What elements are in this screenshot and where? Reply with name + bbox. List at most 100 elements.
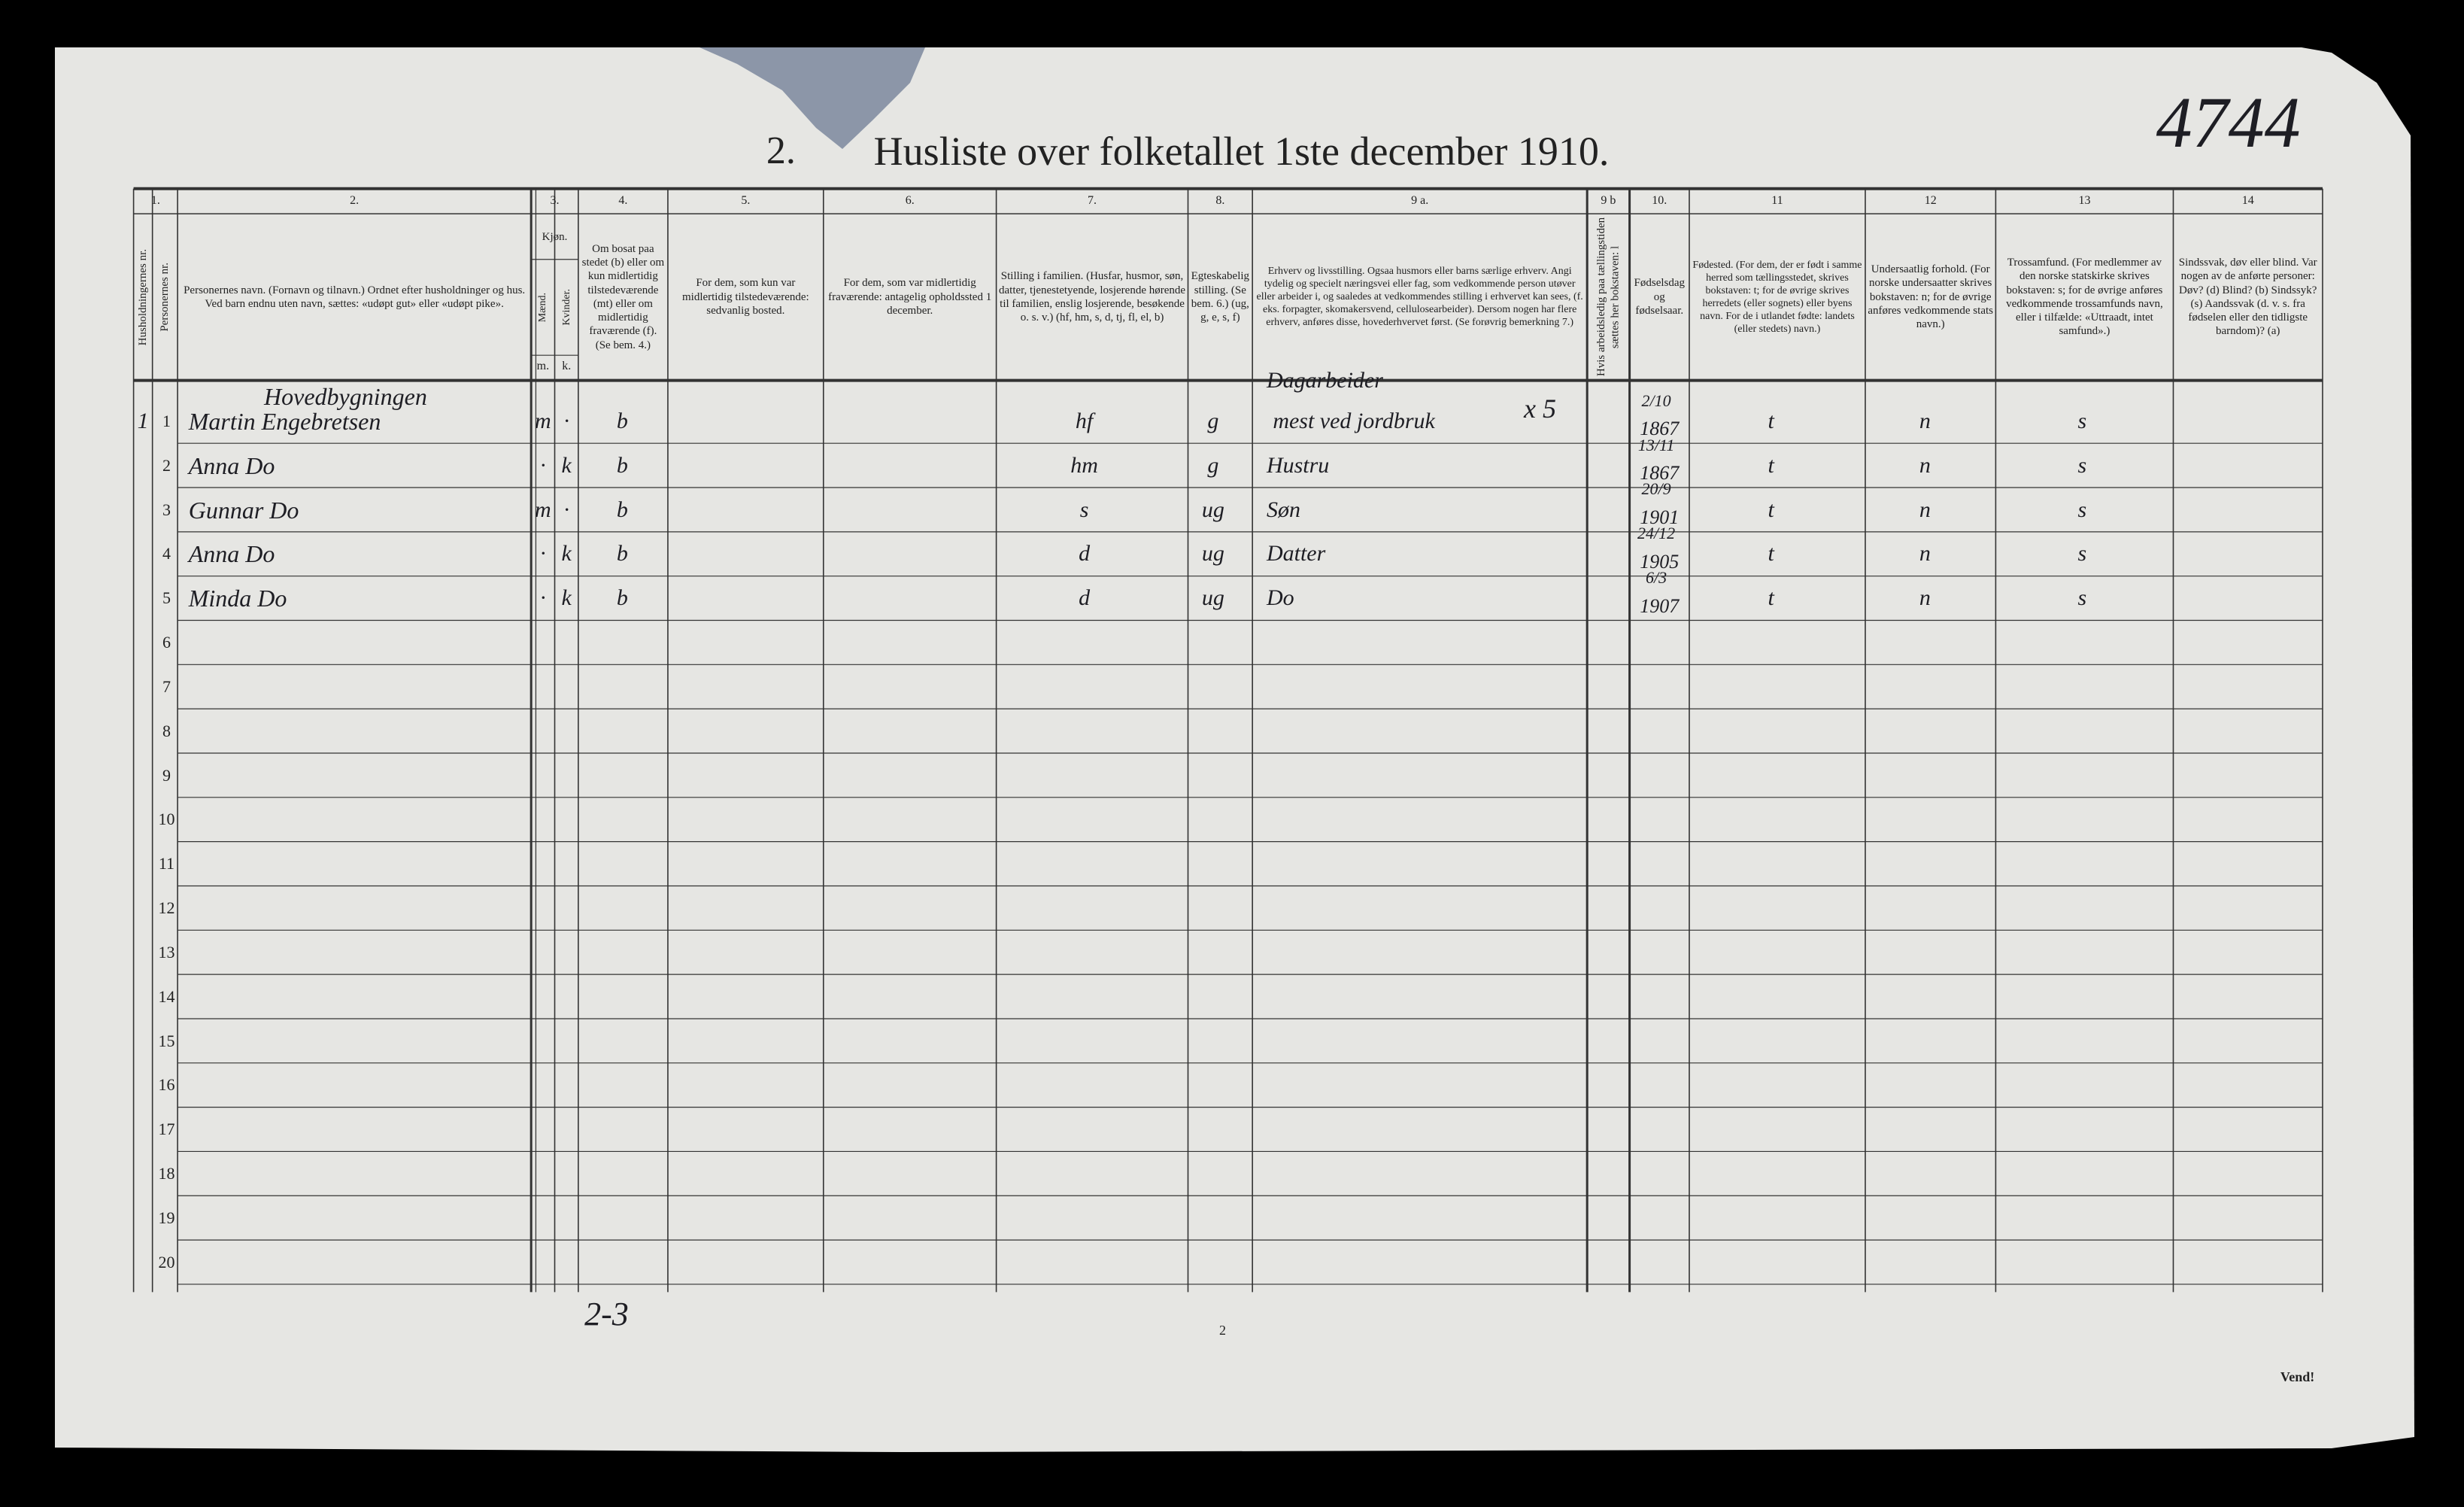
row-number: 3 (162, 500, 171, 519)
residence: b (616, 408, 628, 433)
sex-subheader-text: Kvinder. (560, 289, 572, 326)
header-cell: Sindssvak, døv eller blind. Var nogen av… (2175, 217, 2320, 377)
occupation: Datter (1266, 541, 1326, 567)
citizenship: n (1919, 541, 1931, 567)
row-number: 7 (162, 676, 171, 696)
row-number: 2 (162, 455, 171, 475)
birth-date: 2/10 (1641, 390, 1671, 410)
column-number: 1. (150, 194, 160, 208)
m: m (535, 408, 551, 433)
margin-note: x 5 (1524, 393, 1556, 424)
k: · (563, 497, 569, 522)
form-number: 2. (766, 129, 796, 172)
turn-note: Vend! (2280, 1369, 2315, 1385)
sex-subheader: Mænd. (533, 261, 552, 354)
row-number: 9 (162, 765, 171, 785)
row-number: 5 (162, 588, 171, 608)
header-cell-text: Personernes nr. (159, 263, 171, 332)
religion: s (2077, 497, 2087, 522)
paper-tear (699, 47, 925, 149)
occupation: mest ved jordbruk (1273, 408, 1435, 433)
header-cell: Fødested. (For dem, der er født i samme … (1692, 217, 1863, 377)
column-number: 10. (1652, 194, 1667, 208)
k: k (561, 452, 572, 478)
header-cell-text: Kjøn. (542, 231, 568, 244)
building-name: Hovedbygningen (264, 382, 427, 410)
header-cell: Personernes navn. (Fornavn og tilnavn.) … (180, 217, 529, 377)
row-number: 6 (162, 633, 171, 652)
column-number: 14 (2241, 194, 2254, 208)
page-number: 2 (1218, 1322, 1226, 1338)
sex-subheader: Kvinder. (557, 261, 576, 354)
family-position: hm (1070, 452, 1098, 478)
header-cell: Kjøn. (533, 217, 576, 257)
birth-place: t (1768, 408, 1774, 433)
header-cell: Om bosat paa stedet (b) eller om kun mid… (581, 217, 666, 377)
row-number: 19 (158, 1208, 175, 1227)
birth-place: t (1768, 497, 1774, 522)
column-number: 9 b (1601, 194, 1616, 208)
citizenship: n (1919, 497, 1931, 522)
residence: b (616, 497, 628, 522)
citizenship: n (1919, 585, 1931, 611)
header-cell-text: Sindssvak, døv eller blind. Var nogen av… (2178, 256, 2317, 338)
religion: s (2077, 408, 2087, 433)
m: · (540, 452, 546, 478)
form-title: Husliste over folketallet 1ste december … (873, 128, 1610, 174)
religion: s (2077, 585, 2087, 611)
header-cell: Erhverv og livsstilling. Ogsaa husmors e… (1255, 217, 1585, 377)
column-number: 3. (550, 194, 560, 208)
header-cell-text: Om bosat paa stedet (b) eller om kun mid… (581, 242, 665, 351)
family-position: hf (1075, 408, 1094, 433)
birth-date: 20/9 (1641, 479, 1671, 499)
person-name: Gunnar Do (188, 496, 299, 524)
hh: 1 (137, 408, 149, 433)
column-number: 4. (618, 194, 628, 208)
m: m (535, 497, 551, 522)
birth-date: 24/12 (1637, 524, 1676, 543)
row-number: 18 (158, 1164, 175, 1183)
row-number: 17 (158, 1120, 175, 1139)
marital-status: ug (1201, 497, 1224, 522)
header-cell-text: Hvis arbeidsledig paa tællingstiden sætt… (1595, 217, 1622, 377)
header-cell: For dem, som var midlertidig fraværende:… (826, 217, 994, 377)
column-number: 8. (1215, 194, 1225, 208)
pencil-note: 2-3 (584, 1295, 629, 1332)
birth-date: 13/11 (1637, 435, 1675, 454)
header-cell-text: For dem, som var midlertidig fraværende:… (828, 277, 992, 317)
column-number: 13 (2078, 194, 2091, 208)
birth-year: 1867 (1640, 418, 1680, 440)
column-number: 7. (1088, 194, 1097, 208)
column-number: 11 (1771, 194, 1783, 208)
header-cell: Husholdningernes nr. (136, 217, 150, 377)
header-cell: Egteskabelig stilling. (Se bem. 6.) (ug,… (1191, 217, 1251, 377)
family-position: d (1079, 585, 1091, 611)
archive-number: 4744 (2156, 81, 2301, 163)
citizenship: n (1919, 408, 1931, 433)
header-cell-text: Fødested. (For dem, der er født i samme … (1692, 259, 1862, 336)
citizenship: n (1919, 452, 1931, 478)
birth-year: 1901 (1640, 506, 1680, 529)
birth-place: t (1768, 585, 1774, 611)
family-position: s (1079, 497, 1089, 522)
header-cell-text: Erhverv og livsstilling. Ogsaa husmors e… (1256, 266, 1583, 329)
header-cell: Personernes nr. (155, 217, 175, 377)
header-cell-text: Stilling i familien. (Husfar, husmor, sø… (999, 270, 1186, 324)
header-cell: Stilling i familien. (Husfar, husmor, sø… (999, 217, 1186, 377)
column-number: 9 a. (1411, 194, 1429, 208)
header-cell-text: Husholdningernes nr. (136, 248, 149, 346)
person-name: Minda Do (188, 585, 287, 612)
marital-status: g (1207, 452, 1219, 478)
birth-place: t (1768, 541, 1774, 567)
person-name: Anna Do (188, 540, 275, 568)
row-number: 10 (158, 810, 175, 829)
row-number: 14 (158, 986, 175, 1006)
header-cell-text: Fødselsdag og fødselsaar. (1634, 277, 1686, 317)
person-name: Martin Engebretsen (188, 407, 381, 435)
m: · (540, 585, 546, 611)
sex-letter: k. (562, 359, 572, 372)
header-cell: Trossamfund. (For medlemmer av den norsk… (1998, 217, 2171, 377)
occupation: Søn (1266, 497, 1300, 522)
birth-date: 6/3 (1646, 568, 1667, 588)
